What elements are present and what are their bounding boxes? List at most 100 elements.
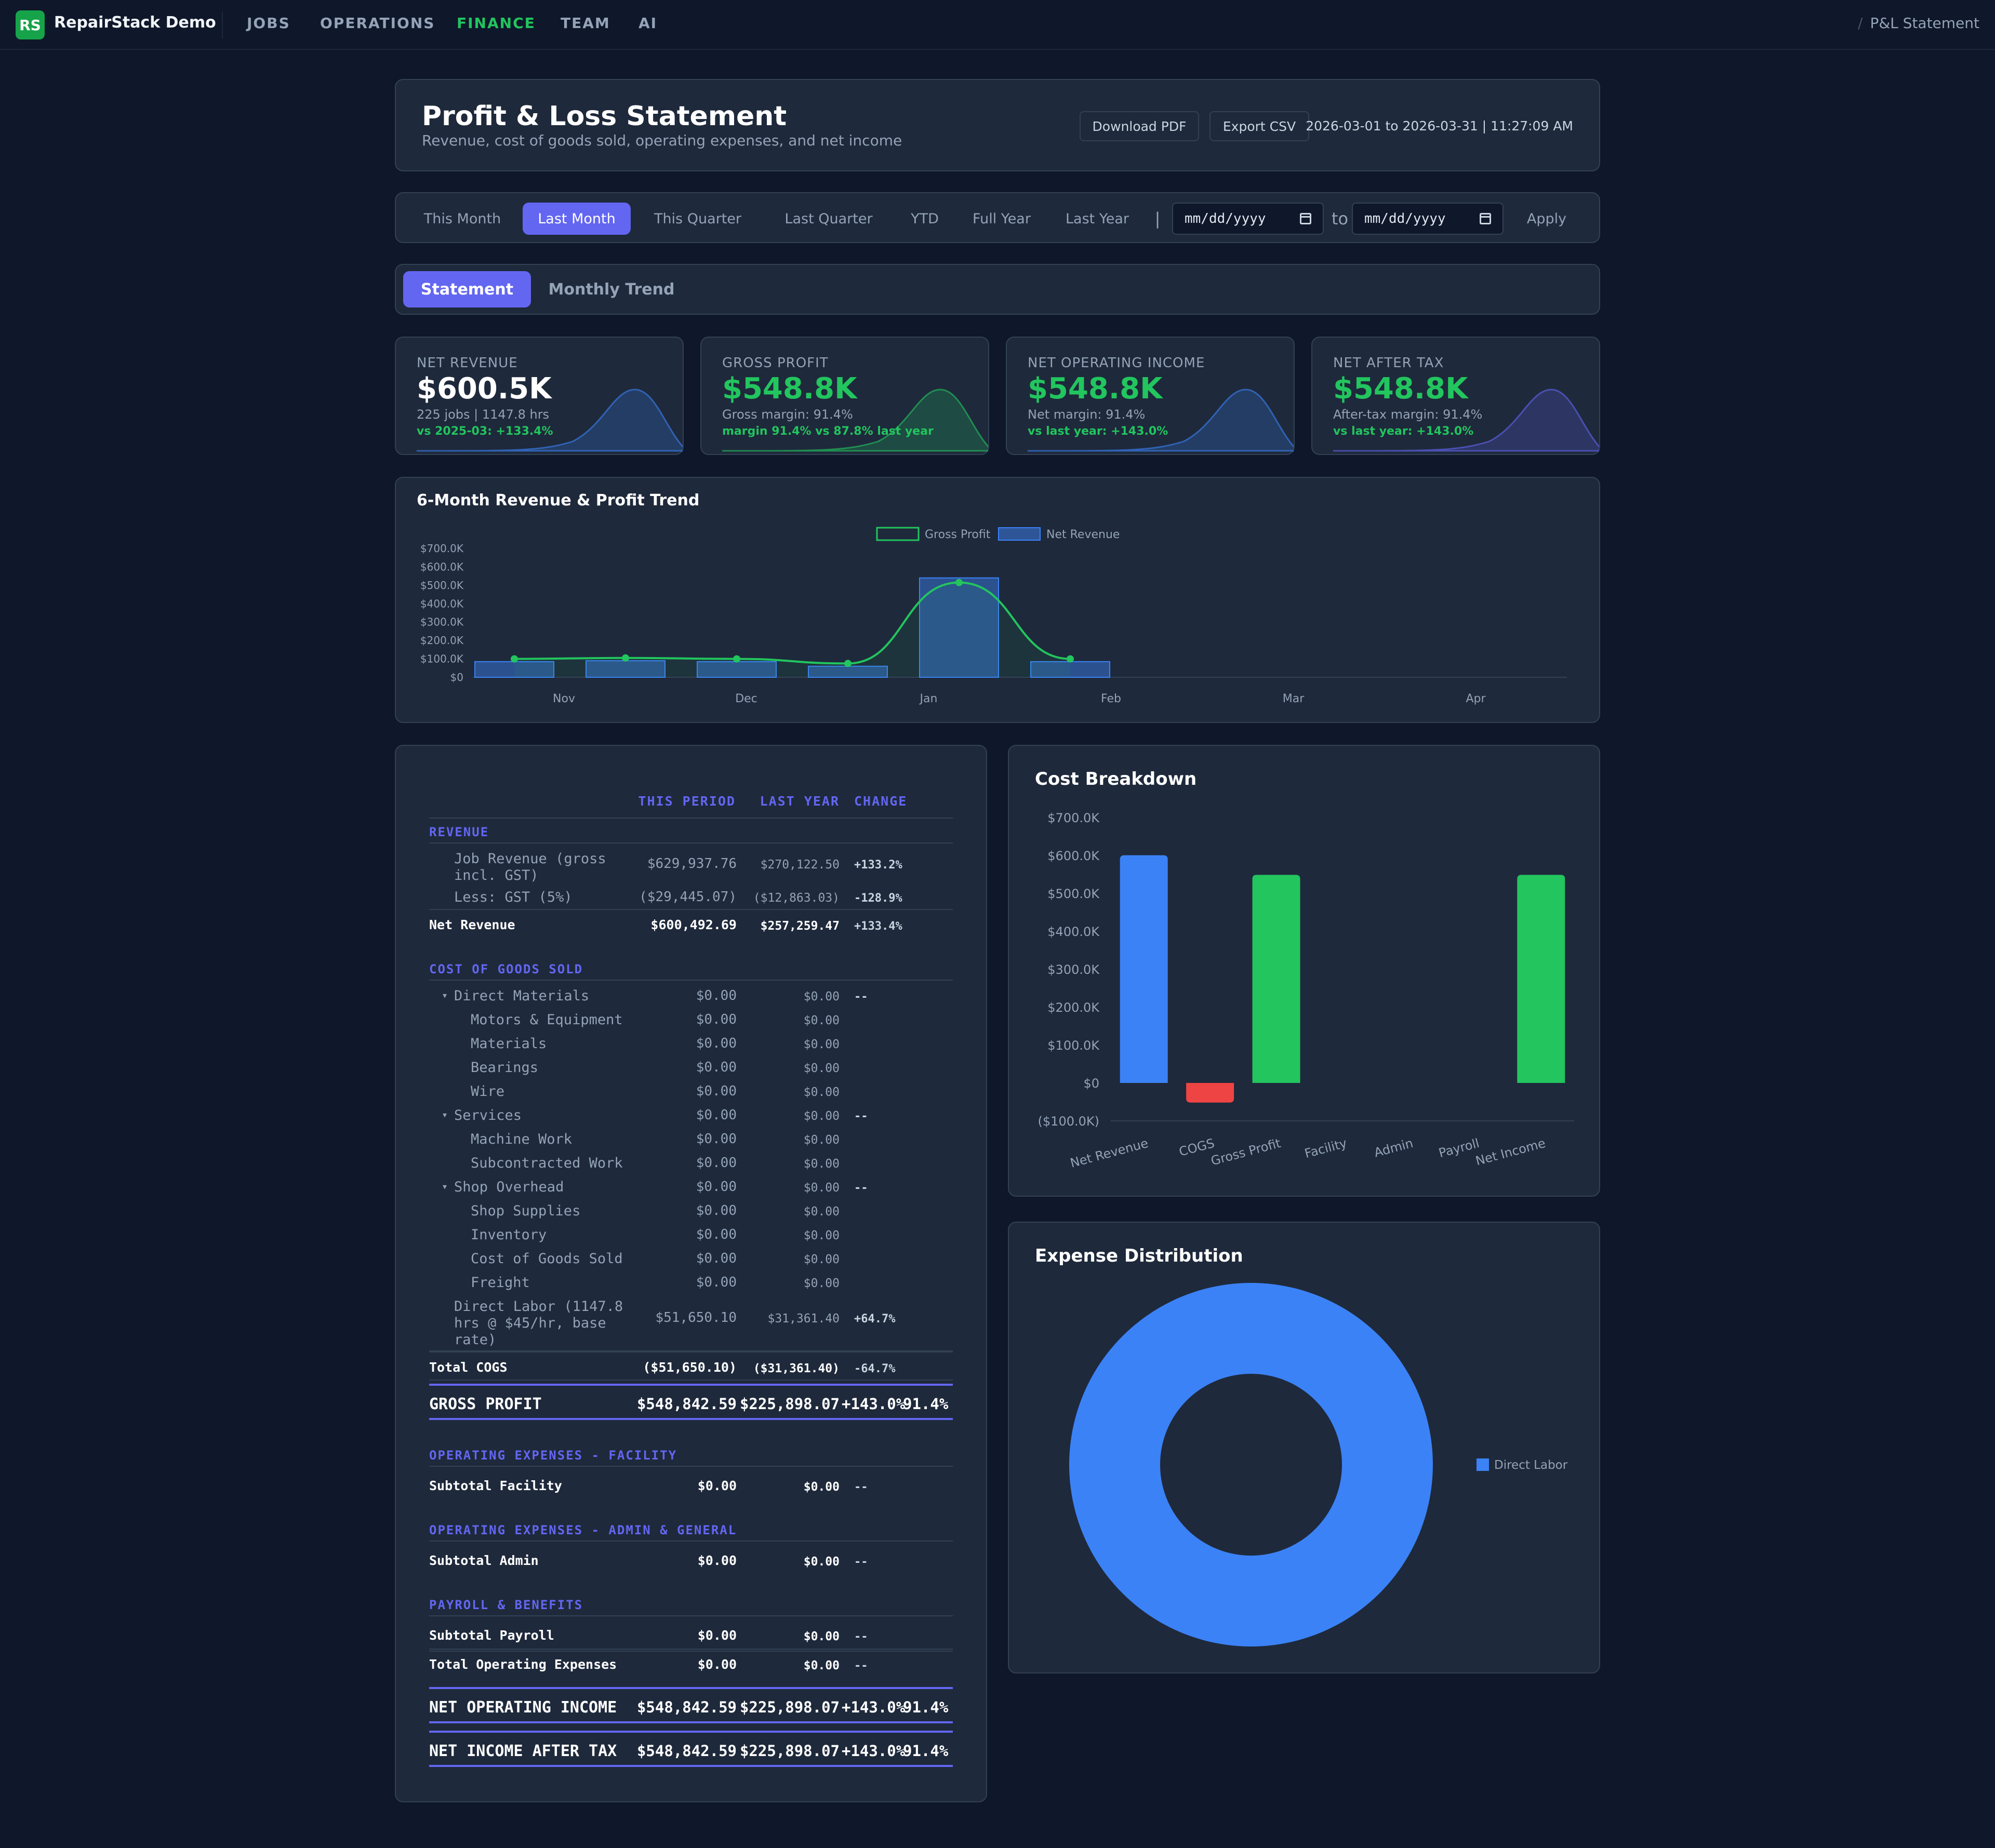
kpi-label: NET AFTER TAX (1333, 355, 1444, 371)
x-tick-label: Apr (1466, 692, 1486, 705)
group-label[interactable]: Services (454, 1107, 522, 1123)
range-last-month[interactable]: Last Month (523, 203, 631, 235)
section-header: REVENUE (429, 809, 953, 847)
cost-bar-cogs (1186, 1083, 1234, 1103)
nav-team[interactable]: TEAM (561, 15, 610, 32)
value-last-year: $0.00 (803, 1480, 840, 1494)
chevron-down-icon[interactable]: ▾ (442, 1180, 448, 1193)
y-tick-label: $600.0K (420, 560, 464, 573)
value-last-year: $0.00 (803, 1630, 840, 1643)
kpi-card-net-operating-income[interactable]: NET OPERATING INCOME $548.8K Net margin: 9… (1006, 337, 1295, 455)
x-tick-label: Admin (1373, 1136, 1415, 1160)
expense-distribution-title: Expense Distribution (1035, 1246, 1243, 1266)
divider (429, 980, 953, 981)
tab-monthly-trend[interactable]: Monthly Trend (548, 280, 675, 299)
kpi-card-gross-profit[interactable]: GROSS PROFIT $548.8K Gross margin: 91.4% ma… (700, 337, 989, 455)
y-tick-label: $700.0K (420, 542, 464, 555)
kpi-card-net-after-tax[interactable]: NET AFTER TAX $548.8K After-tax margin: 91… (1311, 337, 1600, 455)
statement-column-header: THIS PERIOD LAST YEAR CHANGE (429, 782, 953, 819)
value-last-year: $0.00 (803, 1181, 840, 1195)
section-title: COST OF GOODS SOLD (429, 962, 583, 976)
table-row: Motors & Equipment $0.00 $0.00 (429, 1008, 953, 1032)
range-last-quarter[interactable]: Last Quarter (784, 210, 873, 227)
kpi-comparison: vs last year: +143.0% (1333, 425, 1474, 438)
divider-accent (429, 1765, 953, 1767)
trend-point-gross-profit (511, 655, 518, 663)
trend-chart-title: 6-Month Revenue & Profit Trend (417, 491, 700, 510)
section-title: PAYROLL & BENEFITS (429, 1598, 583, 1612)
download-pdf-button[interactable]: Download PDF (1080, 111, 1199, 141)
divider (429, 1649, 953, 1650)
top-nav: RS RepairStack Demo JOBS OPERATIONS FINA… (0, 0, 1995, 50)
value-change: +64.7% (854, 1313, 896, 1325)
row-label-cont: hrs @ $45/hr, base (454, 1315, 606, 1331)
to-date-input[interactable]: mm/dd/yyyy (1352, 203, 1504, 235)
kpi-label: NET REVENUE (417, 355, 518, 371)
brand-name[interactable]: RepairStack Demo (54, 14, 216, 32)
value-this-period: $0.00 (696, 1203, 737, 1218)
apply-button[interactable]: Apply (1526, 210, 1567, 227)
kpi-sparkline-area (1333, 389, 1599, 452)
kpi-subtext: After-tax margin: 91.4% (1333, 407, 1483, 422)
value-this-period: $0.00 (697, 1478, 737, 1493)
cost-bar-net-revenue (1120, 855, 1168, 1083)
legend-label-net-revenue: Net Revenue (1046, 528, 1120, 541)
row-label: Bearings (471, 1060, 539, 1076)
range-this-month[interactable]: This Month (423, 210, 501, 227)
y-tick-label: $200.0K (420, 634, 464, 647)
divider (429, 1615, 953, 1616)
nav-ai[interactable]: AI (639, 15, 658, 32)
y-tick-label: ($100.0K) (1038, 1114, 1099, 1129)
table-row: ▾ Direct Materials $0.00 $0.00 -- (429, 984, 953, 1008)
calendar-icon[interactable] (1480, 213, 1491, 224)
trend-point-gross-profit (733, 655, 740, 663)
kpi-card-net-revenue[interactable]: NET REVENUE $600.5K 225 jobs | 1147.8 hrs v… (395, 337, 684, 455)
value-this-period: $0.00 (696, 1036, 737, 1051)
value-last-year: $0.00 (803, 1205, 840, 1218)
table-row: Net Revenue $600,492.69 $257,259.47 +133.4% (429, 909, 953, 938)
row-label-cont: incl. GST) (454, 867, 539, 883)
export-csv-button[interactable]: Export CSV (1209, 111, 1309, 141)
table-row: Freight $0.00 $0.00 (429, 1270, 953, 1294)
nav-operations[interactable]: OPERATIONS (320, 15, 435, 32)
table-row: Subcontracted Work $0.00 $0.00 (429, 1151, 953, 1175)
x-tick-label: Nov (553, 692, 575, 705)
expense-distribution-chart: Direct Labor (1069, 1283, 1568, 1646)
group-label[interactable]: Direct Materials (454, 988, 590, 1004)
trend-chart: Gross Profit Net Revenue $0 $100.0K $200.0K $… (420, 527, 1567, 705)
calendar-icon[interactable] (1300, 213, 1311, 224)
y-tick-label: $100.0K (420, 653, 464, 665)
y-tick-label: $500.0K (420, 579, 464, 592)
tab-statement[interactable]: Statement (403, 271, 531, 307)
table-row: Less: GST (5%) ($29,445.07) ($12,863.03) -1… (429, 885, 953, 909)
kpi-subtext: Net margin: 91.4% (1028, 407, 1146, 422)
row-label: Motors & Equipment (471, 1012, 623, 1028)
section-header: COST OF GOODS SOLD (429, 938, 953, 984)
range-last-year[interactable]: Last Year (1066, 210, 1129, 227)
nav-jobs[interactable]: JOBS (247, 15, 290, 32)
chevron-down-icon[interactable]: ▾ (442, 989, 448, 1001)
col-change: CHANGE (854, 794, 908, 809)
group-label[interactable]: Shop Overhead (454, 1179, 564, 1195)
divider-accent (429, 1721, 953, 1723)
divider (429, 818, 953, 819)
grand-total-change: +143.0% (842, 1742, 906, 1760)
table-row: Inventory $0.00 $0.00 (429, 1223, 953, 1247)
cost-bar-net-income (1517, 875, 1565, 1083)
range-this-quarter[interactable]: This Quarter (654, 210, 742, 227)
from-date-input[interactable]: mm/dd/yyyy (1172, 203, 1324, 235)
trend-bar-net-revenue (919, 577, 999, 678)
grand-total-this-period: $548,842.59 (636, 1698, 737, 1716)
value-last-year: $0.00 (803, 1014, 840, 1027)
chevron-down-icon[interactable]: ▾ (442, 1108, 448, 1121)
range-ytd[interactable]: YTD (911, 210, 939, 227)
y-tick-label: $600.0K (1047, 849, 1100, 863)
kpi-comparison: vs 2025-03: +133.4% (417, 425, 553, 438)
range-full-year[interactable]: Full Year (973, 210, 1031, 227)
value-change: -64.7% (854, 1362, 896, 1375)
pl-statement-table: THIS PERIOD LAST YEAR CHANGE REVENUE Job Rev… (429, 782, 953, 1771)
legend-swatch-net-revenue (998, 527, 1041, 541)
logo[interactable]: RS (16, 10, 45, 39)
range-bar: This Month Last Month This Quarter Last … (395, 192, 1600, 243)
nav-finance[interactable]: FINANCE (457, 15, 536, 32)
